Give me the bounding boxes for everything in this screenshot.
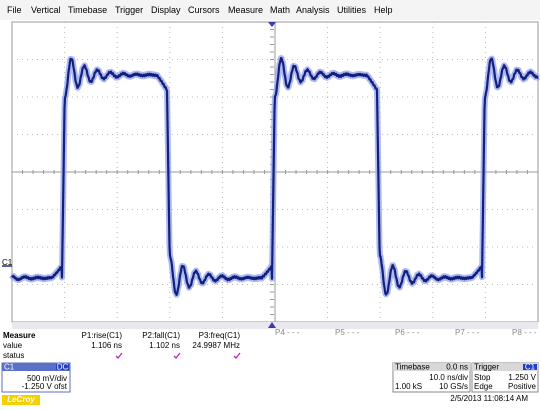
measure-title: Measure (3, 331, 36, 340)
param-name[interactable]: P3:freq(C1) (199, 331, 241, 340)
parameter-slot[interactable]: P8 - - - (512, 328, 537, 337)
trace-label: C1 (2, 258, 13, 267)
trigger-marker (268, 322, 276, 328)
menu-item[interactable]: Measure (228, 5, 263, 15)
channel-box[interactable]: C1 DC 500 mV/div -1.250 V ofst (1, 362, 71, 393)
param-name[interactable]: P2:fall(C1) (142, 331, 180, 340)
row-label: status (3, 351, 24, 360)
timestamp: 2/5/2013 11:08:14 AM (450, 394, 528, 403)
trigger-slope: Positive (508, 382, 537, 391)
trigger-type: Edge (474, 382, 493, 391)
channel-header (2, 363, 70, 371)
trigger-source: C1 (525, 363, 536, 372)
parameter-slot[interactable]: P4 - - - (275, 328, 300, 337)
channel-scale: 500 mV/div (27, 374, 67, 383)
channel-name: C1 (4, 363, 15, 372)
menu-item[interactable]: Analysis (296, 5, 330, 15)
trigger-mode: Stop (474, 373, 491, 382)
timebase-header (393, 363, 470, 371)
parameter-slot[interactable]: P7 - - - (455, 328, 480, 337)
coupling-badge (56, 364, 69, 370)
menu-item[interactable]: Trigger (115, 5, 143, 15)
trigger-title: Trigger (474, 363, 499, 372)
parameter-slot[interactable]: P6 - - - (395, 328, 420, 337)
menu-item[interactable]: Help (374, 5, 393, 15)
menu-item[interactable]: Cursors (188, 5, 220, 15)
parameter-slot[interactable]: P5 - - - (335, 328, 360, 337)
menu-bar (0, 0, 540, 20)
logo-badge (2, 395, 40, 405)
status-check (173, 352, 181, 359)
status-check (233, 352, 241, 359)
param-name[interactable]: P1:rise(C1) (82, 331, 123, 340)
logo: LeCroy (7, 395, 35, 404)
param-value: 1.102 ns (149, 341, 180, 350)
timebase-box[interactable]: Timebase 0.0 ns 10.0 ns/div 1.00 kS 10 G… (392, 362, 471, 393)
status-check (115, 352, 123, 359)
menu-item[interactable]: Timebase (68, 5, 107, 15)
trigger-box[interactable]: Trigger C1 Stop 1.250 V Edge Positive (471, 362, 539, 393)
trigger-level: 1.250 V (508, 373, 536, 382)
menu-item[interactable]: File (7, 5, 22, 15)
param-value: 24.9987 MHz (192, 341, 240, 350)
trigger-marker (268, 22, 276, 27)
timebase-samples: 1.00 kS (395, 382, 422, 391)
timebase-rate: 10 GS/s (439, 382, 468, 391)
param-value: 1.106 ns (91, 341, 122, 350)
channel-coupling: DC (57, 363, 69, 372)
row-label: value (3, 341, 23, 350)
timebase-delay: 0.0 ns (446, 363, 468, 372)
timebase-title: Timebase (395, 363, 430, 372)
menu-item[interactable]: Utilities (337, 5, 367, 15)
status-strip (12, 322, 538, 329)
trigger-header (472, 363, 538, 371)
trigger-source-badge (523, 364, 537, 370)
channel-offset: -1.250 V ofst (22, 382, 68, 391)
menu-item[interactable]: Display (151, 5, 181, 15)
timebase-scale: 10.0 ns/div (429, 373, 468, 382)
menu-item[interactable]: Math (270, 5, 290, 15)
trace (10, 57, 539, 296)
menu-item[interactable]: Vertical (31, 5, 61, 15)
